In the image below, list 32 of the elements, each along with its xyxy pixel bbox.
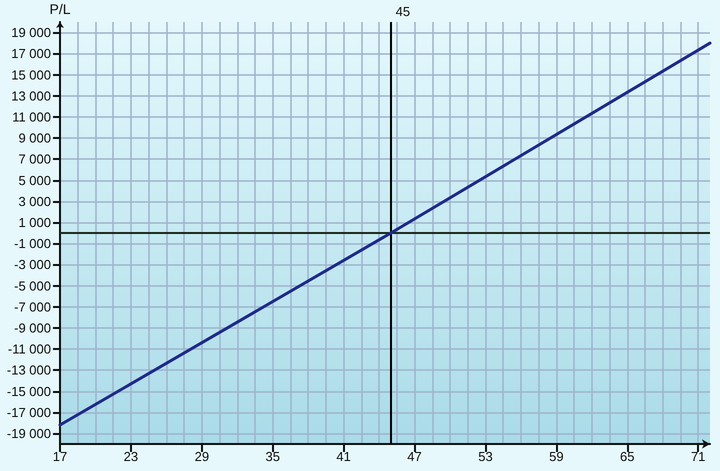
x-tick-label: 41	[336, 449, 351, 464]
x-tick-label: 53	[478, 449, 493, 464]
x-tick-label: 65	[620, 449, 635, 464]
y-tick-label: 19 000	[11, 25, 51, 40]
y-tick-label: -15 000	[6, 384, 51, 399]
x-tick-label: 59	[549, 449, 564, 464]
y-tick-label: -17 000	[6, 404, 51, 420]
y-tick-label: 1 000	[18, 214, 51, 230]
y-tick-label: -3 000	[14, 257, 51, 272]
x-tick-label: 35	[265, 449, 280, 464]
y-tick-label: 5 000	[18, 172, 51, 188]
y-tick-label: -5 000	[14, 278, 51, 294]
y-tick-label: 9 000	[18, 130, 51, 146]
y-tick-label: -19 000	[6, 426, 51, 441]
y-tick-label: -13 000	[6, 362, 51, 378]
y-tick-label: 11 000	[12, 109, 51, 124]
x-tick-label: 71	[690, 449, 706, 464]
y-tick-label: -11 000	[8, 342, 51, 357]
y-tick-label: -1 000	[14, 236, 51, 252]
y-tick-label: 15 000	[11, 67, 51, 82]
y-tick-label: -9 000	[14, 320, 51, 336]
y-tick-label: 17 000	[11, 46, 51, 62]
ref-line-label: 45	[396, 4, 410, 19]
y-tick-label: 13 000	[11, 88, 51, 104]
x-tick-label: 17	[52, 449, 68, 464]
x-tick-label: 29	[194, 449, 210, 464]
y-axis-title: P/L	[49, 1, 71, 17]
y-tick-label: 7 000	[18, 152, 51, 167]
y-tick-label: -7 000	[14, 299, 51, 314]
x-tick-label: 23	[124, 449, 138, 464]
x-tick-label: 47	[407, 449, 422, 464]
y-tick-label: 3 000	[18, 194, 51, 209]
